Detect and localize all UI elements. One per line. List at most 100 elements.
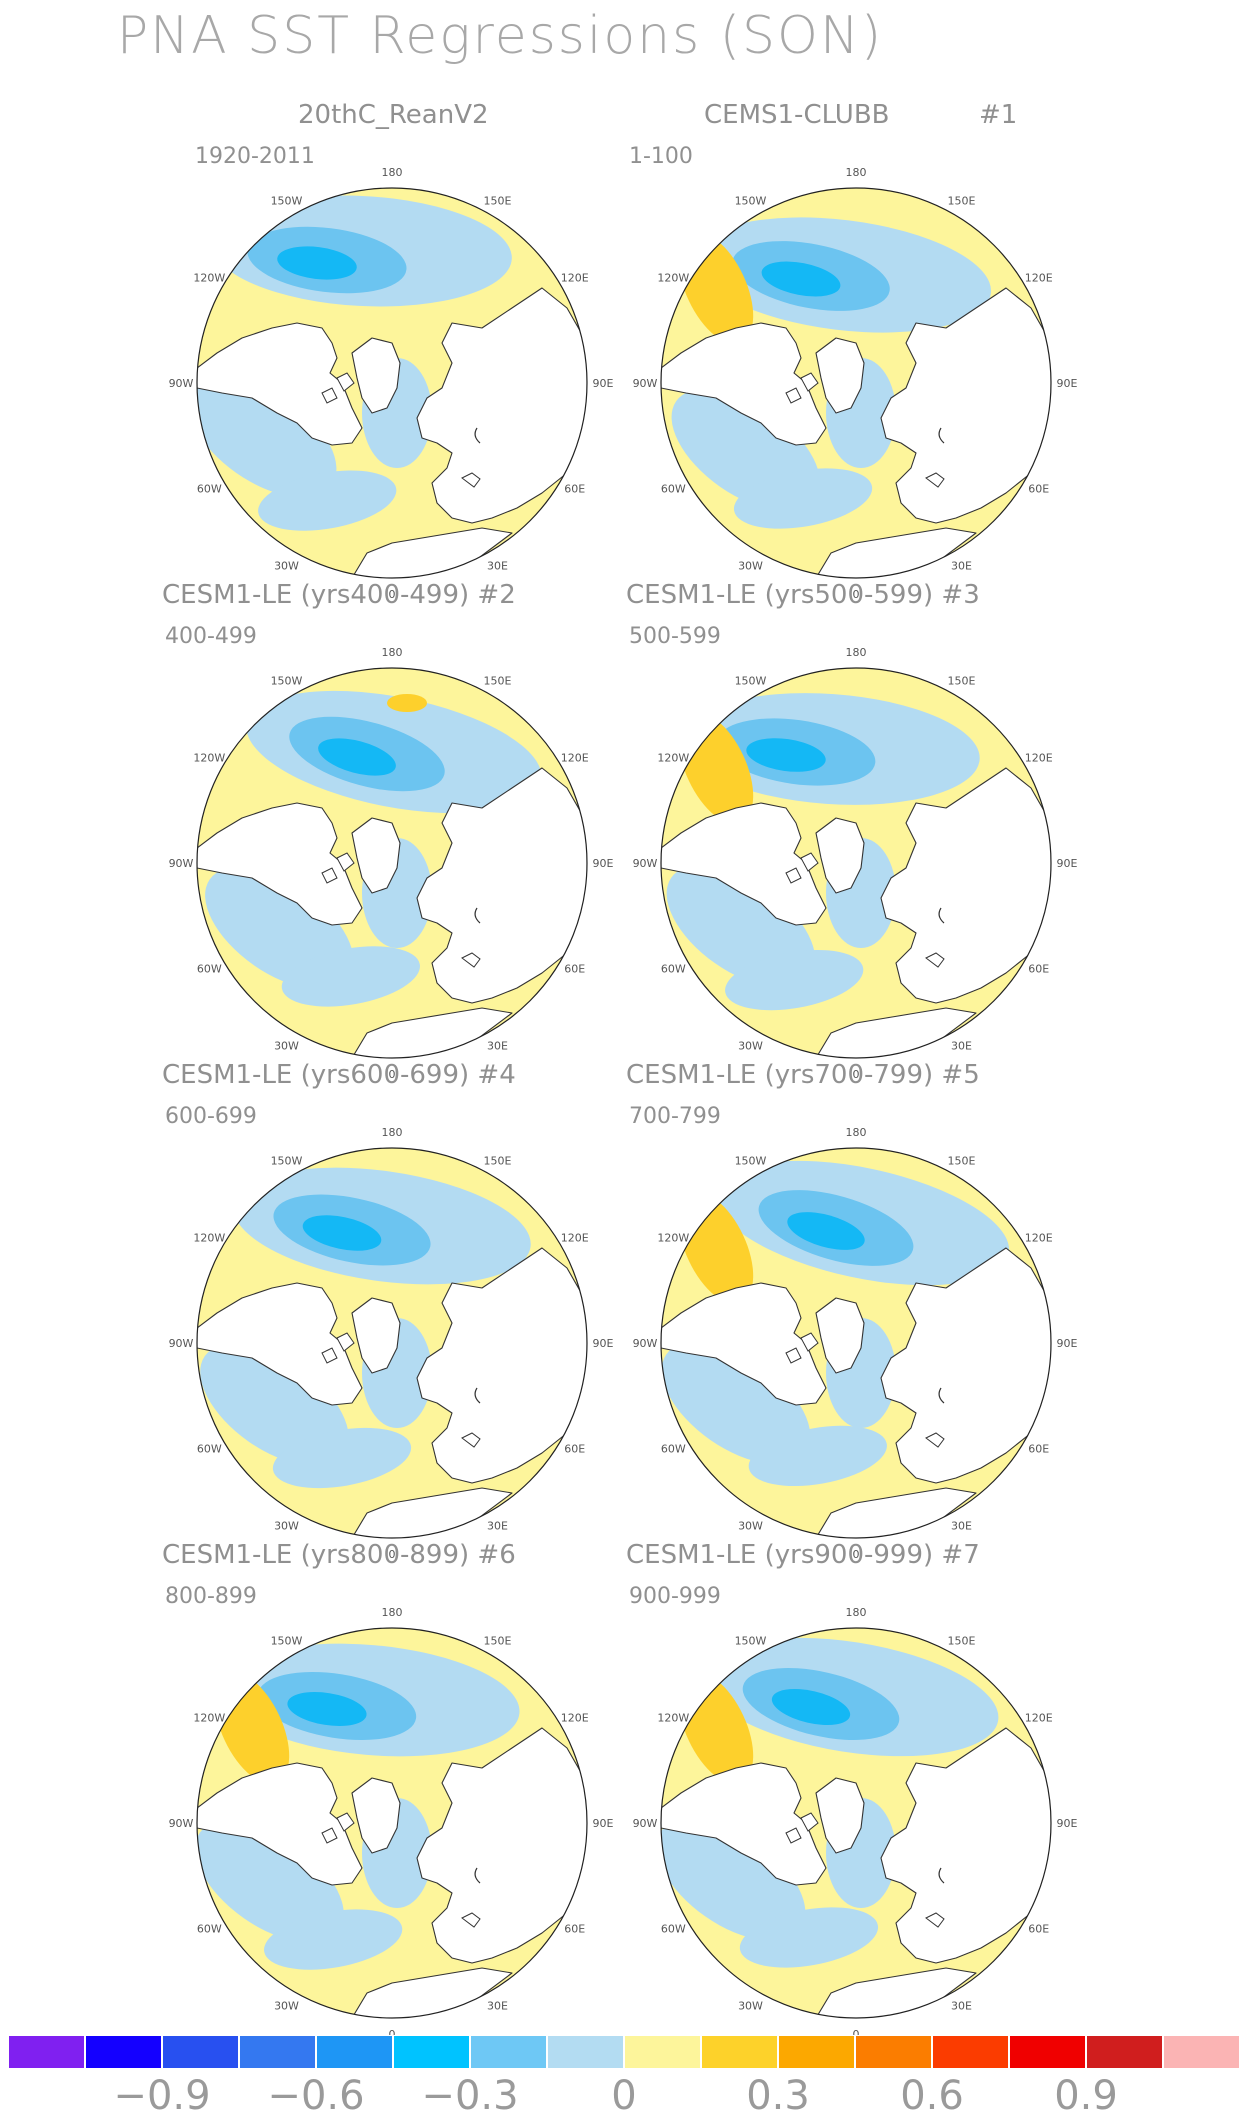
year-range: 700-799 [629,1104,721,1129]
longitude-label: 120W [193,752,225,765]
polar-map: 180 150E 120E 90E 60E 30E 0 30W 60W 90W 120W 150W [169,166,614,601]
map-panel: CESM1-LE (yrs900-999) #7#7900-999180150E… [626,1540,1094,2041]
sst-field [661,188,1051,578]
longitude-label: 0 [853,588,860,601]
longitude-label: 60W [197,483,222,496]
longitude-label: 90E [593,1817,614,1830]
longitude-label: 90W [633,1337,658,1350]
longitude-label: 0 [389,588,396,601]
longitude-label: 180 [382,166,403,179]
longitude-label: 120W [657,1712,689,1725]
longitude-label: 150W [271,1634,303,1647]
sst-field [197,188,587,578]
longitude-label: 120E [1025,752,1053,765]
colorbar-swatch [1009,2035,1086,2069]
colorbar [8,2035,1240,2069]
longitude-label: 150E [948,194,976,207]
colorbar-tick-label: −0.6 [267,2073,365,2119]
colorbar-swatch [1163,2035,1240,2069]
longitude-label: 30W [738,560,763,573]
globe-outline [660,667,1052,1059]
longitude-label: 60W [661,1923,686,1936]
longitude-label: 90E [593,377,614,390]
map-panel: CESM1-LE (yrs400-499) #2#2400-499180150E… [162,580,630,1081]
panel-name: CESM1-LE (yrs500-599) #3 [626,580,980,610]
polar-map: 180 150E 120E 90E 60E 30E 0 30W 60W 90W 120W 150W [633,1606,1078,2041]
longitude-label: 150W [271,1154,303,1167]
longitude-label: 120E [561,1712,589,1725]
longitude-label: 0 [853,1548,860,1561]
longitude-label: 90E [1057,377,1078,390]
longitude-label: 90W [633,857,658,870]
colorbar-swatch [1086,2035,1163,2069]
colorbar-swatch [316,2035,393,2069]
year-range: 900-999 [629,1584,721,1609]
longitude-label: 90W [169,1817,194,1830]
longitude-label: 120W [193,1232,225,1245]
sst-field [661,1628,1051,2018]
longitude-label: 30E [951,2000,972,2013]
longitude-label: 60W [661,963,686,976]
longitude-label: 120W [193,272,225,285]
colorbar-tick-label: 0.3 [746,2073,810,2119]
colorbar-swatch [8,2035,85,2069]
longitude-label: 60W [197,963,222,976]
longitude-label: 120E [1025,1712,1053,1725]
longitude-label: 180 [382,1126,403,1139]
longitude-label: 30E [487,1520,508,1533]
panel-name: CESM1-LE (yrs600-699) #4 [162,1060,516,1090]
longitude-label: 120E [561,752,589,765]
longitude-label: 60E [564,1443,585,1456]
map-panel: 20thC_ReanV2 1920-2011 180 150E 120E 90E 60E 30… [169,100,630,601]
globe-outline [196,187,588,579]
colorbar-tick-label: 0.6 [900,2073,964,2119]
longitude-label: 180 [382,646,403,659]
year-range: 1920-2011 [195,144,315,169]
longitude-label: 30W [274,560,299,573]
longitude-label: 60W [197,1443,222,1456]
colorbar-tick-label: −0.3 [421,2073,519,2119]
longitude-label: 150W [735,194,767,207]
longitude-label: 90W [169,857,194,870]
longitude-label: 90E [1057,1337,1078,1350]
longitude-label: 30W [738,1520,763,1533]
longitude-label: 90E [593,1337,614,1350]
longitude-label: 90W [633,1817,658,1830]
longitude-label: 30E [951,560,972,573]
year-range: 500-599 [629,624,721,649]
longitude-label: 90E [593,857,614,870]
polar-map: 180 150E 120E 90E 60E 30E 0 30W 60W 90W 120W 150W [169,646,614,1081]
colorbar-swatch [624,2035,701,2069]
year-range: 400-499 [165,624,257,649]
page-title: PNA SST Regressions (SON) [116,6,884,66]
globe-outline [660,1147,1052,1539]
globe-outline [196,1147,588,1539]
longitude-label: 180 [846,1606,867,1619]
longitude-label: 30E [951,1520,972,1533]
longitude-label: 180 [846,646,867,659]
longitude-label: 0 [389,1068,396,1081]
panel-number: #1 [979,100,1018,130]
colorbar-tick-label: −0.9 [113,2073,211,2119]
colorbar-swatch [701,2035,778,2069]
longitude-label: 150W [271,674,303,687]
polar-map: 180 150E 120E 90E 60E 30E 0 30W 60W 90W 120W 150W [633,646,1078,1081]
longitude-label: 60W [197,1923,222,1936]
longitude-label: 120E [1025,272,1053,285]
longitude-label: 60E [1028,483,1049,496]
longitude-label: 150W [735,1634,767,1647]
longitude-label: 120E [561,272,589,285]
year-range: 600-699 [165,1104,257,1129]
longitude-label: 120E [561,1232,589,1245]
longitude-label: 150E [484,1634,512,1647]
longitude-label: 0 [389,2028,396,2041]
colorbar-swatch [239,2035,316,2069]
globe-outline [196,667,588,1059]
longitude-label: 30W [738,1040,763,1053]
longitude-label: 60E [1028,1923,1049,1936]
map-panel: CESM1-LE (yrs700-799) #5#5700-799180150E… [626,1060,1094,1561]
panel-name: CESM1-LE (yrs900-999) #7 [626,1540,980,1570]
polar-map: 180 150E 120E 90E 60E 30E 0 30W 60W 90W 120W 150W [169,1126,614,1561]
colorbar-swatch [393,2035,470,2069]
colorbar-swatch [932,2035,1009,2069]
